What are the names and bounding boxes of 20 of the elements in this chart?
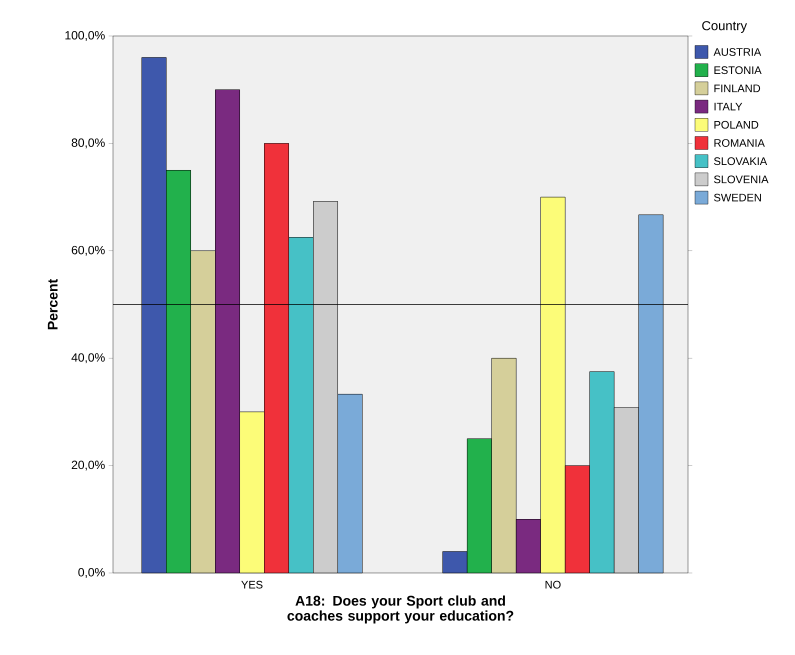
legend-label: SWEDEN xyxy=(714,194,761,202)
x-tick-label: YES xyxy=(241,580,263,589)
y-tick-label: 20,0% xyxy=(72,460,105,471)
y-tick-label: 80,0% xyxy=(72,138,105,148)
legend-label: ROMANIA xyxy=(714,139,765,147)
y-tick-label: 60,0% xyxy=(72,246,105,256)
y-tick-label: 0,0% xyxy=(78,568,105,578)
y-tick-label: 100,0% xyxy=(65,31,105,41)
y-axis-title: Percent xyxy=(48,278,58,330)
legend-title: Country xyxy=(702,21,748,33)
legend-label: FINLAND xyxy=(714,84,760,92)
legend-label: SLOVENIA xyxy=(714,176,769,184)
legend-label: SLOVAKIA xyxy=(714,157,768,166)
legend-label: AUSTRIA xyxy=(714,48,762,56)
x-axis-title: A18: Does your Sport club and coaches support your education? xyxy=(287,595,514,624)
legend-label: POLAND xyxy=(714,120,758,129)
x-tick-label: NO xyxy=(546,580,561,589)
legend-label: ITALY xyxy=(714,102,742,110)
legend-label: ESTONIA xyxy=(714,66,762,74)
y-tick-label: 40,0% xyxy=(71,353,105,364)
